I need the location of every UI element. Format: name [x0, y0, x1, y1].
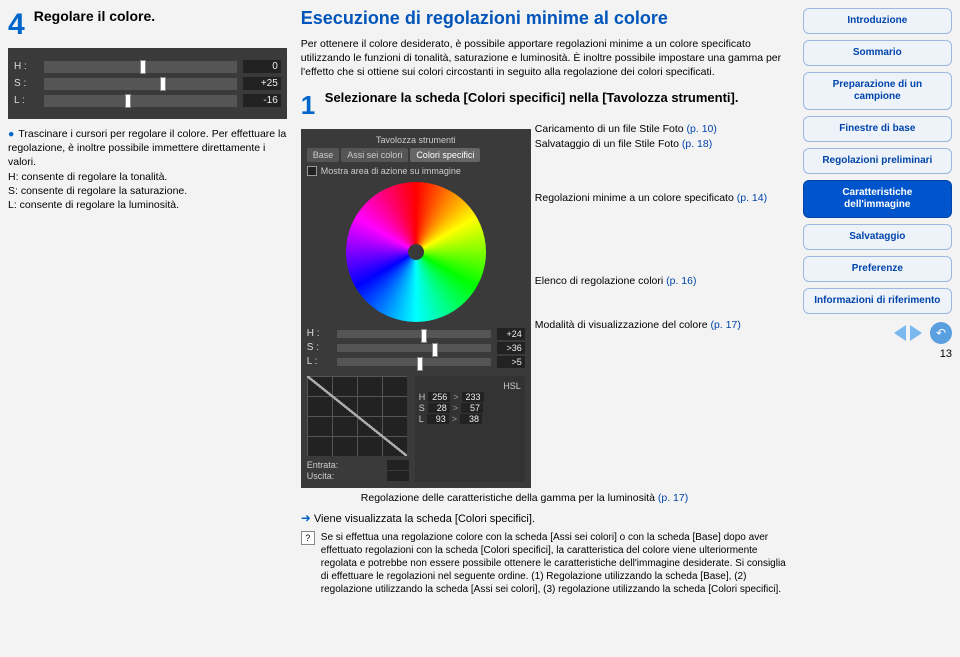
s-label: S :: [14, 78, 38, 89]
result-arrow-icon: ➜: [301, 511, 311, 525]
arrow-icon: >: [453, 403, 458, 413]
hsl-panel: H : 0 S : +25 L : -16: [8, 48, 287, 119]
line-s: S: consente di regolare la saturazione.: [8, 184, 287, 198]
entrata-label: Entrata:: [307, 460, 339, 470]
color-wheel[interactable]: [346, 182, 486, 322]
mini-s-slider[interactable]: [337, 344, 491, 352]
anno-mode: Modalità di visualizzazione del colore: [535, 319, 708, 331]
row-l-b: 38: [460, 414, 482, 424]
anno-list: Elenco di regolazione colori: [535, 275, 663, 287]
result-text: Viene visualizzata la scheda [Colori spe…: [314, 513, 535, 525]
row-s-b: 57: [461, 403, 483, 413]
tab-base[interactable]: Base: [307, 148, 340, 162]
line-h: H: consente di regolare la tonalità.: [8, 170, 287, 184]
tool-palette: Tavolozza strumenti Base Assi sei colori…: [301, 129, 531, 488]
sidebar-item-6[interactable]: Salvataggio: [803, 224, 952, 250]
row-s-a: 28: [428, 403, 450, 413]
mini-h-label: H :: [307, 328, 331, 339]
h-value[interactable]: 0: [243, 60, 281, 73]
substep-number: 1: [301, 90, 325, 121]
anno-save-page[interactable]: (p. 18): [682, 138, 712, 150]
step-number: 4: [8, 8, 25, 42]
l-value[interactable]: -16: [243, 94, 281, 107]
row-s-l: S: [419, 403, 425, 413]
mini-l-slider[interactable]: [337, 358, 491, 366]
anno-min-page[interactable]: (p. 14): [737, 192, 767, 204]
show-area-label: Mostra area di azione su immagine: [321, 166, 461, 176]
sidebar-item-3[interactable]: Finestre di base: [803, 116, 952, 142]
tab-six-axis[interactable]: Assi sei colori: [341, 148, 408, 162]
sidebar-item-8[interactable]: Informazioni di riferimento: [803, 288, 952, 314]
note-text: Se si effettua una regolazione colore co…: [321, 531, 789, 596]
bullet-icon: ●: [8, 128, 14, 140]
l-label: L :: [14, 95, 38, 106]
row-l-l: L: [419, 414, 424, 424]
tab-specific-colors[interactable]: Colori specifici: [410, 148, 480, 162]
anno-mode-page[interactable]: (p. 17): [710, 319, 740, 331]
step-title: Regolare il colore.: [34, 8, 155, 24]
intro-text: Per ottenere il colore desiderato, è pos…: [301, 37, 789, 80]
sidebar-item-0[interactable]: Introduzione: [803, 8, 952, 34]
mini-s-label: S :: [307, 342, 331, 353]
s-value[interactable]: +25: [243, 77, 281, 90]
mini-s-value[interactable]: >36: [497, 342, 525, 354]
note-icon: ?: [301, 531, 315, 545]
palette-header: Tavolozza strumenti: [307, 135, 525, 145]
sidebar-item-5[interactable]: Caratteristiche dell'immagine: [803, 180, 952, 218]
substep-title: Selezionare la scheda [Colori specifici]…: [325, 90, 739, 121]
line-l: L: consente di regolare la luminosità.: [8, 198, 287, 212]
row-h-l: H: [419, 392, 426, 402]
row-h-a: 256: [428, 392, 450, 402]
sidebar-item-4[interactable]: Regolazioni preliminari: [803, 148, 952, 174]
mini-h-value[interactable]: +24: [497, 328, 525, 340]
hsl-table: HSL H256>233 S28>57 L93>38: [415, 376, 525, 482]
arrow-icon: >: [453, 392, 458, 402]
page-number: 13: [803, 348, 952, 360]
entrata-value: [387, 460, 409, 470]
row-h-b: 233: [462, 392, 484, 402]
l-slider[interactable]: [44, 95, 237, 107]
mini-h-slider[interactable]: [337, 330, 491, 338]
mini-l-value[interactable]: >5: [497, 356, 525, 368]
anno-list-page[interactable]: (p. 16): [666, 275, 696, 287]
arrow-icon: >: [452, 414, 457, 424]
s-slider[interactable]: [44, 78, 237, 90]
caption: Trascinare i cursori per regolare il col…: [8, 128, 286, 168]
anno-load: Caricamento di un file Stile Foto: [535, 123, 684, 135]
anno-min: Regolazioni minime a un colore specifica…: [535, 192, 734, 204]
mini-l-label: L :: [307, 356, 331, 367]
sidebar-item-1[interactable]: Sommario: [803, 40, 952, 66]
curve-grid[interactable]: [307, 376, 407, 456]
h-slider[interactable]: [44, 61, 237, 73]
anno-save: Salvataggio di un file Stile Foto: [535, 138, 679, 150]
anno-gamma: Regolazione delle caratteristiche della …: [361, 492, 655, 504]
anno-load-page[interactable]: (p. 10): [687, 123, 717, 135]
uscita-value: [387, 471, 409, 481]
sidebar-item-2[interactable]: Preparazione di un campione: [803, 72, 952, 110]
main-title: Esecuzione di regolazioni minime al colo…: [301, 8, 789, 29]
anno-gamma-page[interactable]: (p. 17): [658, 492, 688, 504]
uscita-label: Uscita:: [307, 471, 335, 481]
h-label: H :: [14, 61, 38, 72]
show-area-checkbox[interactable]: [307, 166, 317, 176]
next-page-button[interactable]: [910, 325, 922, 341]
row-l-a: 93: [427, 414, 449, 424]
prev-page-button[interactable]: [894, 325, 906, 341]
hsl-table-head: HSL: [503, 381, 521, 391]
sidebar-item-7[interactable]: Preferenze: [803, 256, 952, 282]
back-button[interactable]: ↶: [930, 322, 952, 344]
